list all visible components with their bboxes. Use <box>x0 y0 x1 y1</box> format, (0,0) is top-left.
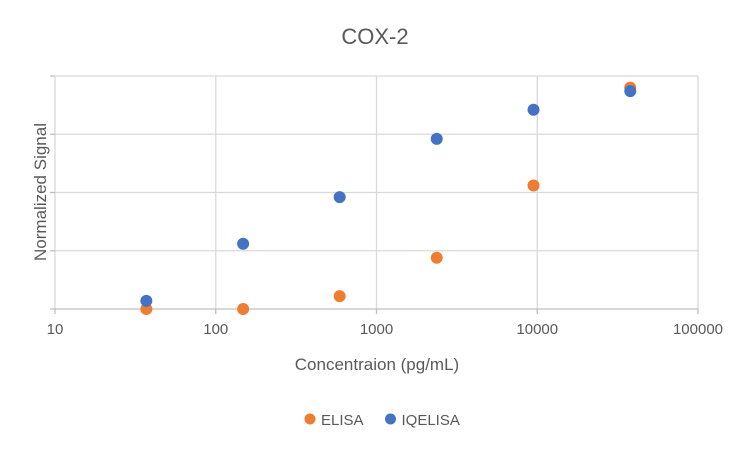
point-iqelisa <box>430 132 443 145</box>
point-elisa <box>237 303 250 315</box>
x-tick-label: 10000 <box>516 321 558 338</box>
legend-marker-elisa <box>304 413 316 425</box>
legend: ELISA IQELISA <box>304 412 460 429</box>
legend-label-iqelisa: IQELISA <box>402 412 460 429</box>
legend-marker-iqelisa <box>385 413 396 425</box>
point-iqelisa <box>527 103 540 116</box>
point-iqelisa <box>624 85 637 98</box>
point-elisa <box>430 251 443 264</box>
x-tick-label: 10 <box>47 321 64 338</box>
point-iqelisa <box>237 237 250 250</box>
data-points <box>140 81 637 315</box>
x-tick-label: 1000 <box>360 321 393 338</box>
point-elisa <box>333 290 346 303</box>
legend-label-elisa: ELISA <box>321 412 364 429</box>
point-iqelisa <box>140 294 153 307</box>
point-iqelisa <box>333 191 346 204</box>
x-tick-labels: 10 100 1000 10000 100000 <box>47 321 723 338</box>
x-tick-label: 100000 <box>673 321 723 338</box>
x-axis-title: Concentraion (pg/mL) <box>295 355 459 374</box>
point-elisa <box>527 179 540 192</box>
chart-title: COX-2 <box>341 24 408 49</box>
gridlines <box>50 75 699 314</box>
y-axis-title: Normalized Signal <box>31 123 50 261</box>
x-tick-label: 100 <box>203 321 228 338</box>
